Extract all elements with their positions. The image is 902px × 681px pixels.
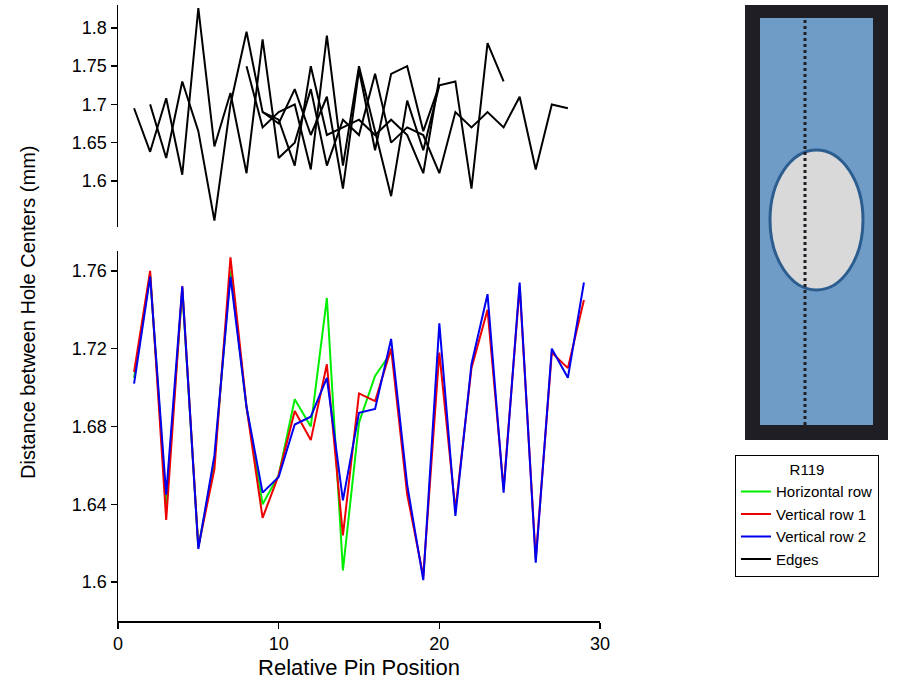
svg-text:1.64: 1.64 — [72, 495, 107, 515]
svg-text:1.65: 1.65 — [72, 133, 107, 153]
svg-text:30: 30 — [590, 634, 610, 654]
svg-text:Vertical row 2: Vertical row 2 — [776, 528, 866, 545]
svg-text:R119: R119 — [790, 461, 825, 478]
svg-text:1.8: 1.8 — [82, 18, 107, 38]
svg-text:Edges: Edges — [776, 551, 819, 568]
svg-text:Horizontal row: Horizontal row — [776, 483, 872, 500]
svg-text:20: 20 — [429, 634, 449, 654]
svg-text:10: 10 — [269, 634, 289, 654]
svg-text:Relative Pin Position: Relative Pin Position — [258, 655, 460, 680]
svg-text:Vertical row 1: Vertical row 1 — [776, 506, 866, 523]
svg-text:1.6: 1.6 — [82, 572, 107, 592]
svg-text:Distance between Hole Centers: Distance between Hole Centers (mm) — [17, 146, 39, 479]
svg-text:1.68: 1.68 — [72, 417, 107, 437]
svg-text:1.6: 1.6 — [82, 171, 107, 191]
svg-text:1.72: 1.72 — [72, 339, 107, 359]
svg-text:0: 0 — [113, 634, 123, 654]
svg-text:1.7: 1.7 — [82, 95, 107, 115]
svg-text:1.75: 1.75 — [72, 56, 107, 76]
svg-text:1.76: 1.76 — [72, 261, 107, 281]
